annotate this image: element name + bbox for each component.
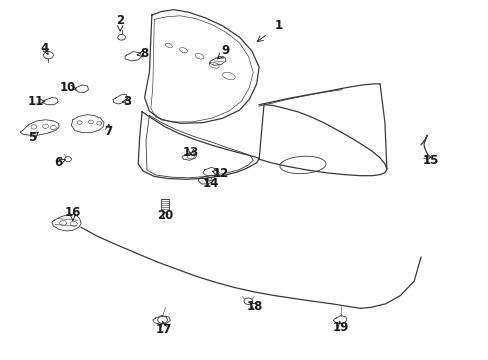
Text: 8: 8: [140, 47, 148, 60]
Text: 11: 11: [28, 95, 44, 108]
Text: 18: 18: [246, 300, 263, 313]
Text: 13: 13: [183, 145, 199, 158]
Text: 7: 7: [103, 125, 112, 138]
Text: 15: 15: [422, 154, 438, 167]
Text: 19: 19: [332, 321, 348, 334]
Text: 3: 3: [123, 95, 131, 108]
Text: 20: 20: [157, 209, 173, 222]
Text: 10: 10: [60, 81, 76, 94]
Text: 14: 14: [203, 177, 219, 190]
Text: 4: 4: [41, 41, 49, 54]
Text: 6: 6: [54, 156, 62, 169]
Text: 5: 5: [28, 131, 37, 144]
Text: 17: 17: [156, 323, 172, 336]
Text: 1: 1: [274, 19, 282, 32]
Text: 2: 2: [116, 14, 124, 27]
Text: 9: 9: [222, 44, 230, 57]
Text: 16: 16: [64, 207, 81, 220]
Text: 12: 12: [213, 167, 229, 180]
